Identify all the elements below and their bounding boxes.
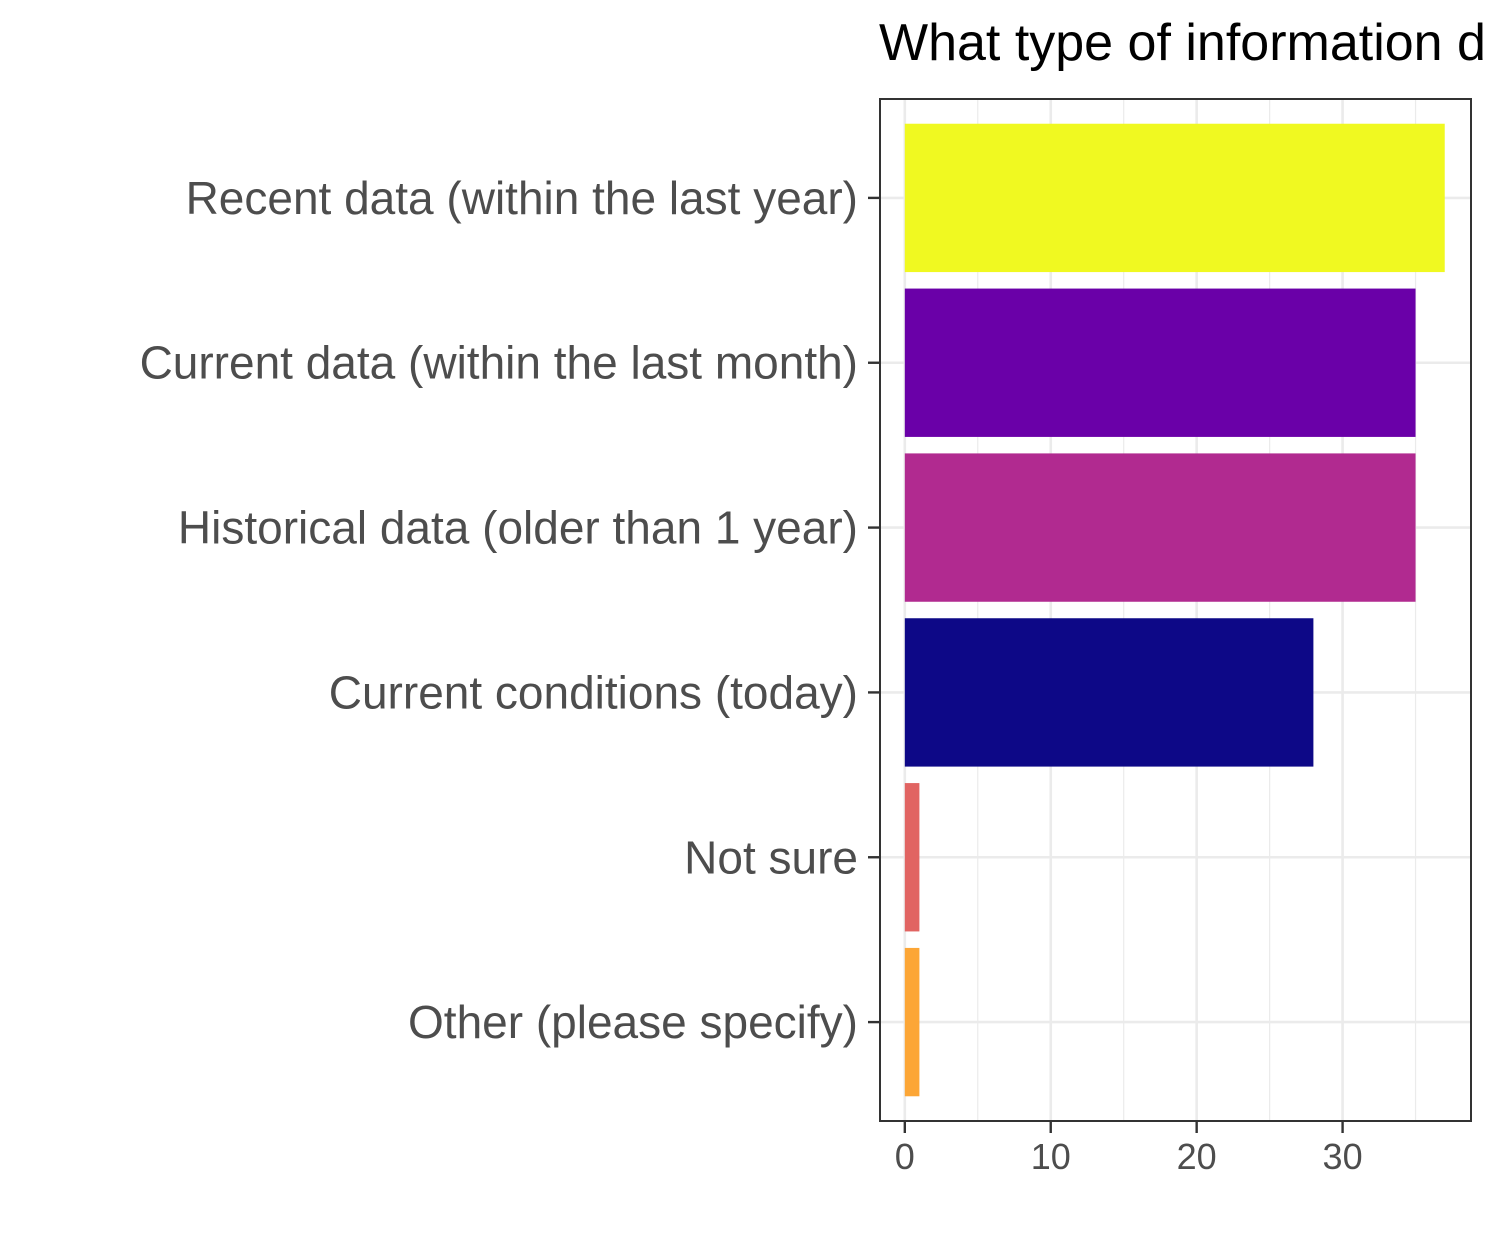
bar [904, 618, 1314, 767]
x-tick-label: 20 [1177, 1136, 1217, 1177]
bar [904, 453, 1416, 602]
panel-border [879, 98, 1472, 1122]
x-tick-label: 10 [1031, 1136, 1071, 1177]
bar [904, 783, 920, 932]
bar [904, 123, 1445, 273]
chart-title: What type of information d [879, 14, 1486, 72]
y-tick-label: Historical data (older than 1 year) [178, 502, 858, 554]
bar-layer [904, 123, 1445, 1097]
x-tick-label: 30 [1323, 1136, 1363, 1177]
x-tick-label: 0 [895, 1136, 915, 1177]
y-tick-label: Current conditions (today) [329, 666, 858, 718]
bar [904, 288, 1416, 437]
axis-layer: Recent data (within the last year) Curren… [140, 172, 1363, 1177]
y-tick-label: Current data (within the last month) [140, 337, 858, 389]
y-tick-label: Recent data (within the last year) [186, 172, 858, 224]
y-tick-label: Other (please specify) [408, 996, 858, 1048]
bar [904, 947, 920, 1097]
y-tick-label: Not sure [684, 831, 858, 883]
